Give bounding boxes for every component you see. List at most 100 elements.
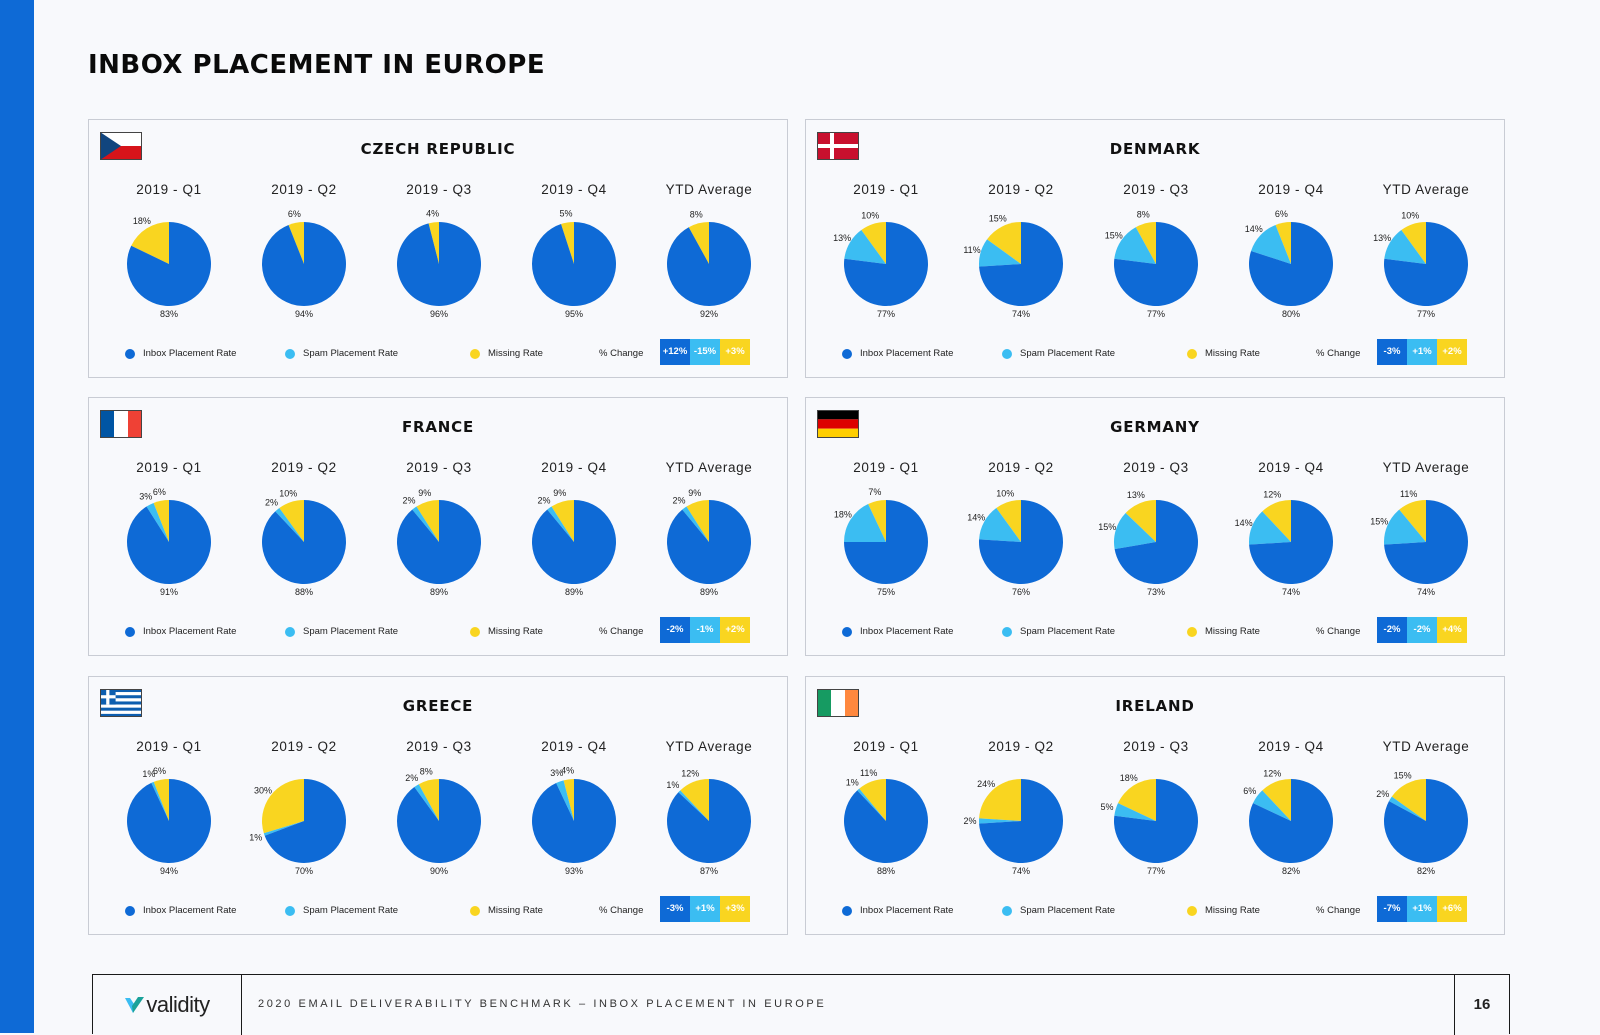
pie-slice-spam-placement-rate <box>1384 509 1426 545</box>
pie-slice-missing-rate <box>563 779 574 821</box>
legend-label: Spam Placement Rate <box>303 348 399 359</box>
country-panel-greece: GREECE 2019 - Q1 6% 1% 94% 2019 - Q2 30% 1% 70% 2… <box>88 676 788 935</box>
pie-slice-missing-rate <box>859 779 886 821</box>
legend-dot-spam <box>285 626 295 637</box>
pie-slice-spam-placement-rate <box>556 780 574 821</box>
pie-data-label: 3% <box>550 768 563 778</box>
pie-data-label: 89% <box>565 587 583 597</box>
pie-slice-spam-placement-rate <box>1249 511 1291 545</box>
pie-data-label: 74% <box>1417 587 1435 597</box>
pie-data-label: 83% <box>160 309 178 319</box>
pie-data-label: 2% <box>537 496 550 506</box>
legend-label: Inbox Placement Rate <box>143 626 237 637</box>
legend-dot-spam <box>1002 626 1012 637</box>
change-badge-spam: -1% <box>690 617 720 643</box>
pie-data-label: 75% <box>877 587 895 597</box>
pie-data-label: 11% <box>963 245 980 255</box>
pie-slice-missing-rate <box>262 779 304 834</box>
legend-dot-spam <box>285 905 295 916</box>
legend-dot-inbox <box>125 905 135 916</box>
legend-inbox: Inbox Placement Rate <box>125 626 236 637</box>
czech-flag <box>100 132 142 160</box>
quarter-label: 2019 - Q4 <box>1258 460 1324 475</box>
legend-dot-inbox <box>842 348 852 359</box>
quarter-label: 2019 - Q2 <box>271 460 337 475</box>
pie-slice-spam-placement-rate <box>412 506 439 542</box>
pie-data-label: 1% <box>142 769 155 779</box>
change-badge-spam: -15% <box>690 339 720 365</box>
legend-dot-inbox <box>125 626 135 637</box>
pie-slice-missing-rate <box>1117 779 1156 821</box>
pie-chart-denmark-q4: 6% 14% 80% <box>1245 209 1333 319</box>
pie-data-label: 14% <box>967 512 985 522</box>
pie-slice-inbox-placement-rate <box>127 779 211 863</box>
pie-chart-france-q2: 10%2% 88% <box>262 489 346 597</box>
pie-data-label: 82% <box>1282 866 1300 876</box>
pie-slice-inbox-placement-rate <box>1249 500 1333 584</box>
validity-logo: validity <box>93 975 242 1035</box>
pie-data-label: 2% <box>1376 789 1389 799</box>
left-accent-bar <box>0 0 34 1033</box>
pie-slice-inbox-placement-rate <box>1114 222 1198 306</box>
quarter-label: 2019 - Q3 <box>1123 460 1189 475</box>
pie-data-label: 12% <box>681 769 699 779</box>
pie-data-label: 77% <box>1417 309 1435 319</box>
pie-chart-czech-republic-q1: 18% 83% <box>127 216 211 319</box>
pie-chart-germany-q2: 10% 14% 76% <box>967 489 1063 597</box>
legend-label: Missing Rate <box>1205 626 1260 637</box>
change-label: % Change <box>599 626 644 637</box>
pie-slice-spam-placement-rate <box>979 818 1021 824</box>
pie-data-label: 4% <box>561 765 574 775</box>
pie-data-label: 88% <box>295 587 313 597</box>
pie-data-label: 94% <box>295 309 313 319</box>
quarter-label: 2019 - Q1 <box>136 460 202 475</box>
legend-label: Spam Placement Rate <box>303 626 399 637</box>
legend-missing: Missing Rate <box>470 905 543 916</box>
pie-data-label: 77% <box>877 309 895 319</box>
change-badge-inbox: +12% <box>660 339 690 365</box>
pie-chart-germany-q3: 13% 15% 73% <box>1098 490 1198 597</box>
pie-chart-ireland-q3: 18% 5% 77% <box>1100 773 1198 876</box>
country-title: CZECH REPUBLIC <box>360 140 516 158</box>
pie-data-label: 80% <box>1282 309 1300 319</box>
pie-data-label: 94% <box>160 866 178 876</box>
legend-spam: Spam Placement Rate <box>285 905 398 916</box>
pie-data-label: 73% <box>1147 587 1165 597</box>
pie-data-label: 1% <box>666 780 679 790</box>
pie-data-label: 90% <box>430 866 448 876</box>
legend-spam: Spam Placement Rate <box>1002 626 1115 637</box>
legend-label: Missing Rate <box>488 348 543 359</box>
page-title: INBOX PLACEMENT IN EUROPE <box>88 50 546 80</box>
quarter-label: 2019 - Q4 <box>1258 182 1324 197</box>
legend-dot-missing <box>470 348 480 359</box>
legend-dot-missing <box>470 626 480 637</box>
pie-chart-denmark-q3: 8% 15% 77% <box>1105 210 1198 319</box>
quarter-label: 2019 - Q4 <box>541 182 607 197</box>
pie-slice-inbox-placement-rate <box>1249 779 1333 863</box>
pie-slice-missing-rate <box>1262 779 1291 821</box>
change-badge-inbox: -2% <box>1377 617 1407 643</box>
country-panel-czech-republic: CZECH REPUBLIC 2019 - Q1 18% 83% 2019 - Q2 6%… <box>88 119 788 378</box>
legend-spam: Spam Placement Rate <box>1002 905 1115 916</box>
pie-chart-czech-republic-q5: 8% 92% <box>667 210 751 319</box>
pie-slice-inbox-placement-rate <box>844 500 928 584</box>
pie-slice-inbox-placement-rate <box>1384 222 1468 306</box>
quarter-label: YTD Average <box>1382 739 1470 754</box>
legend-dot-missing <box>1187 348 1197 359</box>
change-label: % Change <box>599 348 644 359</box>
pie-slice-spam-placement-rate <box>1251 224 1291 264</box>
quarter-label: 2019 - Q4 <box>541 739 607 754</box>
change-badge-spam: -2% <box>1407 617 1437 643</box>
pie-chart-czech-republic-q2: 6% 94% <box>262 209 346 319</box>
quarter-label: 2019 - Q3 <box>1123 182 1189 197</box>
pie-chart-greece-q1: 6%1% 94% <box>127 766 211 876</box>
pie-slice-missing-rate <box>416 500 439 542</box>
pie-slice-missing-rate <box>1391 779 1426 821</box>
pie-data-label: 8% <box>1137 210 1150 220</box>
pie-chart-czech-republic-q4: 5% 95% <box>532 209 616 319</box>
legend-label: Inbox Placement Rate <box>860 348 954 359</box>
pie-slice-spam-placement-rate <box>146 502 169 542</box>
pie-data-label: 30% <box>254 786 272 796</box>
pie-slice-inbox-placement-rate <box>667 222 751 306</box>
change-badge-spam: +1% <box>1407 896 1437 922</box>
